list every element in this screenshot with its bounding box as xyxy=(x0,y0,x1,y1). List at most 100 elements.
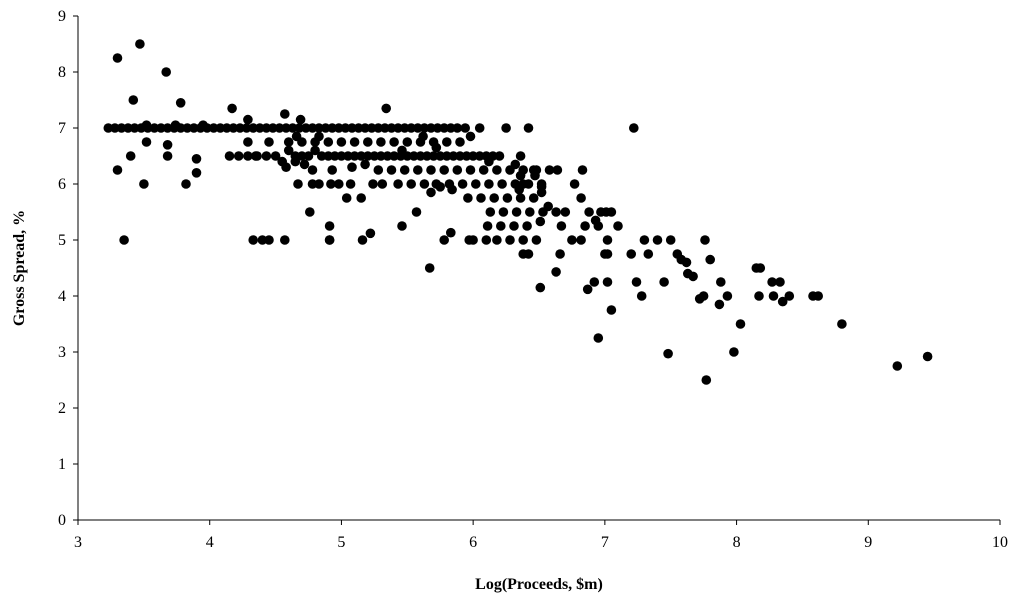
data-point xyxy=(349,137,360,147)
data-point xyxy=(509,221,519,231)
data-point xyxy=(243,137,253,147)
data-point xyxy=(251,151,261,161)
data-point xyxy=(235,123,245,133)
data-point xyxy=(368,179,378,189)
data-point xyxy=(110,123,120,133)
data-point xyxy=(528,193,539,203)
data-point xyxy=(198,120,208,130)
data-point xyxy=(349,151,360,161)
data-point xyxy=(320,123,331,133)
data-point xyxy=(224,151,235,161)
data-point xyxy=(544,165,555,175)
data-point xyxy=(112,165,123,175)
data-point xyxy=(502,193,513,203)
data-point xyxy=(299,159,310,170)
data-point xyxy=(629,123,639,133)
y-tick-label: 4 xyxy=(58,288,66,305)
data-point xyxy=(411,207,422,217)
data-point xyxy=(468,151,478,161)
data-point xyxy=(688,271,698,282)
data-point xyxy=(659,277,669,287)
data-points xyxy=(103,39,933,385)
data-point xyxy=(191,168,202,178)
data-point xyxy=(606,207,617,217)
data-point xyxy=(129,123,140,133)
data-point xyxy=(602,277,613,287)
data-point xyxy=(465,165,476,175)
data-point xyxy=(498,207,509,217)
data-point xyxy=(492,165,502,175)
data-point xyxy=(175,98,186,108)
data-point xyxy=(476,193,486,203)
data-point xyxy=(281,123,291,133)
data-point xyxy=(402,137,413,147)
data-point xyxy=(528,165,539,175)
data-point xyxy=(455,151,465,161)
data-point xyxy=(382,151,393,161)
data-point xyxy=(613,221,623,231)
data-point xyxy=(347,162,357,172)
data-point xyxy=(290,156,301,167)
x-tick-label: 3 xyxy=(74,534,82,551)
x-tick-label: 9 xyxy=(864,534,872,551)
data-point xyxy=(593,333,604,343)
data-point xyxy=(141,137,152,147)
data-point xyxy=(281,162,291,172)
y-tick-label: 6 xyxy=(58,176,66,193)
axes xyxy=(77,16,1000,521)
data-point xyxy=(327,123,338,133)
data-point xyxy=(543,201,553,212)
data-point xyxy=(376,137,386,147)
y-tick-label: 2 xyxy=(58,400,66,417)
y-tick-label: 8 xyxy=(58,64,66,81)
data-point xyxy=(334,123,344,133)
data-point xyxy=(714,299,725,310)
data-point xyxy=(428,151,439,161)
data-point xyxy=(474,151,485,161)
data-point xyxy=(373,165,384,175)
data-point xyxy=(406,123,417,133)
data-point xyxy=(189,123,199,133)
data-point xyxy=(556,221,567,231)
data-point xyxy=(327,165,338,175)
data-point xyxy=(722,291,733,301)
data-point xyxy=(360,159,370,170)
data-point xyxy=(535,216,546,227)
data-point xyxy=(274,123,285,133)
data-point xyxy=(701,375,712,385)
data-point xyxy=(465,131,476,142)
x-axis-title: Log(Proceeds, $m) xyxy=(475,576,603,593)
data-point xyxy=(241,123,252,133)
data-point xyxy=(735,319,746,329)
data-point xyxy=(343,151,353,161)
data-point xyxy=(264,235,274,245)
data-point xyxy=(291,131,302,142)
data-point xyxy=(366,123,377,133)
data-point xyxy=(455,137,465,147)
data-point xyxy=(435,151,446,161)
data-point xyxy=(569,179,580,189)
data-point xyxy=(426,123,436,133)
data-point xyxy=(447,184,457,195)
data-point xyxy=(341,193,352,203)
data-point xyxy=(482,221,493,231)
data-point xyxy=(233,151,244,161)
data-point xyxy=(287,123,298,133)
data-point xyxy=(182,123,193,133)
data-point xyxy=(314,179,324,189)
y-tick-label: 5 xyxy=(58,232,66,249)
data-point xyxy=(439,123,450,133)
data-point xyxy=(626,249,636,259)
data-point xyxy=(536,187,547,198)
data-point xyxy=(448,151,459,161)
data-point xyxy=(426,187,436,198)
data-point xyxy=(589,277,600,287)
data-point xyxy=(514,184,524,195)
data-point xyxy=(112,53,123,63)
data-point xyxy=(254,123,265,133)
data-point xyxy=(501,123,511,133)
data-point xyxy=(316,151,327,161)
data-point xyxy=(413,165,423,175)
data-point xyxy=(162,140,173,150)
data-point xyxy=(419,179,430,189)
